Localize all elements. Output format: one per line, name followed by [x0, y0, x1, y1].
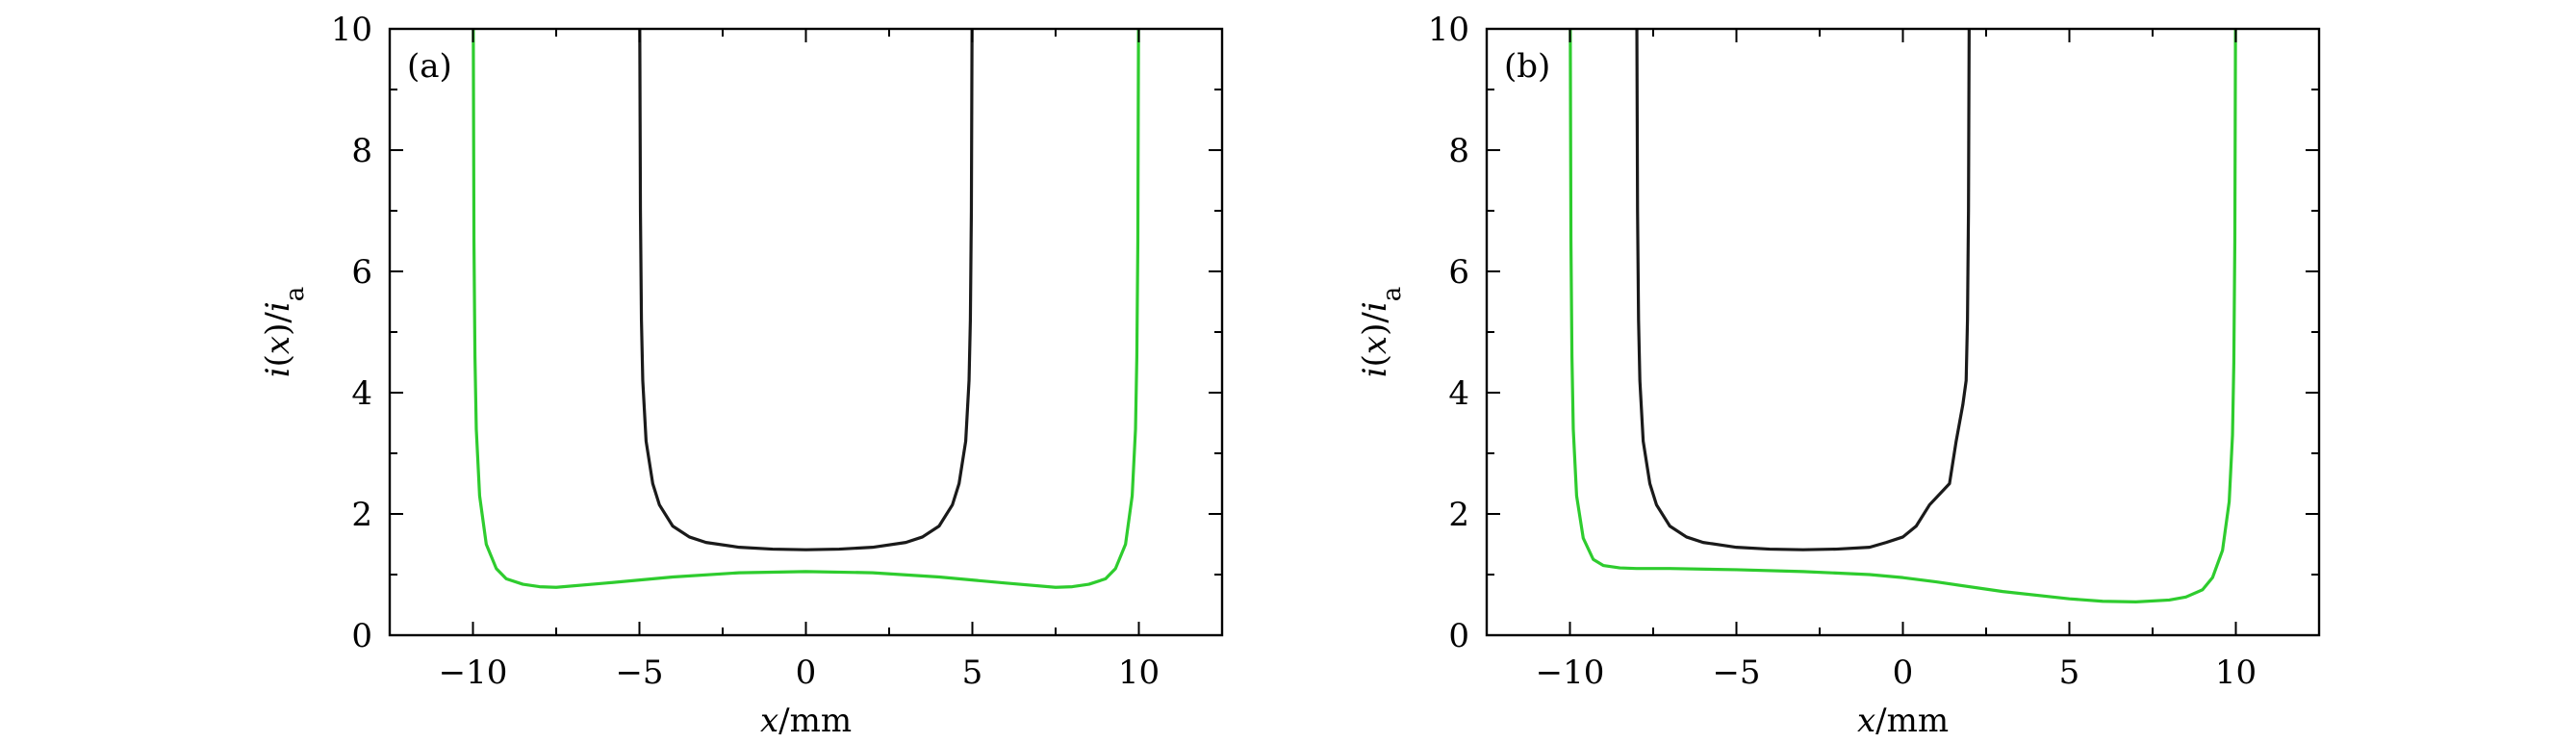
x-tick-label: −10 [1536, 653, 1605, 692]
y-tick-label: 2 [351, 496, 372, 534]
y-tick-label: 4 [1448, 374, 1469, 413]
series-line-1 [1635, 29, 1971, 551]
y-tick-label: 6 [351, 253, 372, 292]
y-tick-label: 8 [351, 132, 372, 170]
x-tick-label: 5 [2059, 653, 2080, 692]
y-tick-label: 10 [331, 11, 372, 49]
x-tick-label: 0 [1893, 653, 1914, 692]
panel-label: (a) [407, 47, 452, 86]
y-axis-label: i(x)/ia [1356, 287, 1407, 377]
y-tick-label: 2 [1448, 496, 1469, 534]
series-line-2 [1569, 29, 2237, 603]
x-tick-label: −10 [439, 653, 508, 692]
y-tick-label: 0 [351, 617, 372, 655]
plot-frame [1485, 27, 2321, 637]
y-tick-label: 8 [1448, 132, 1469, 170]
y-tick-label: 10 [1428, 11, 1469, 49]
x-tick-label: 10 [1118, 653, 1160, 692]
panel-label: (b) [1504, 47, 1550, 86]
y-tick-label: 0 [1448, 617, 1469, 655]
plot-frame [388, 27, 1224, 637]
x-tick-label: −5 [1712, 653, 1760, 692]
chart-panel-1: −10 −5 0 5 10 0 2 4 6 8 10 (a) x/mm i(x)/ia [259, 11, 1224, 740]
series-line-2 [472, 29, 1140, 589]
chart-panel-2: −10 −5 0 5 10 0 2 4 6 8 10 (b) x/mm i(x)/ia [1356, 11, 2321, 740]
x-tick-label: −5 [615, 653, 663, 692]
x-tick-label: 5 [962, 653, 983, 692]
y-axis-label: i(x)/ia [259, 287, 310, 377]
x-axis-label: x/mm [1857, 702, 1949, 740]
y-tick-label: 6 [1448, 253, 1469, 292]
x-tick-label: 10 [2215, 653, 2257, 692]
series-line-1 [638, 29, 974, 551]
x-axis-label: x/mm [760, 702, 852, 740]
y-tick-label: 4 [351, 374, 372, 413]
x-tick-label: 0 [796, 653, 817, 692]
